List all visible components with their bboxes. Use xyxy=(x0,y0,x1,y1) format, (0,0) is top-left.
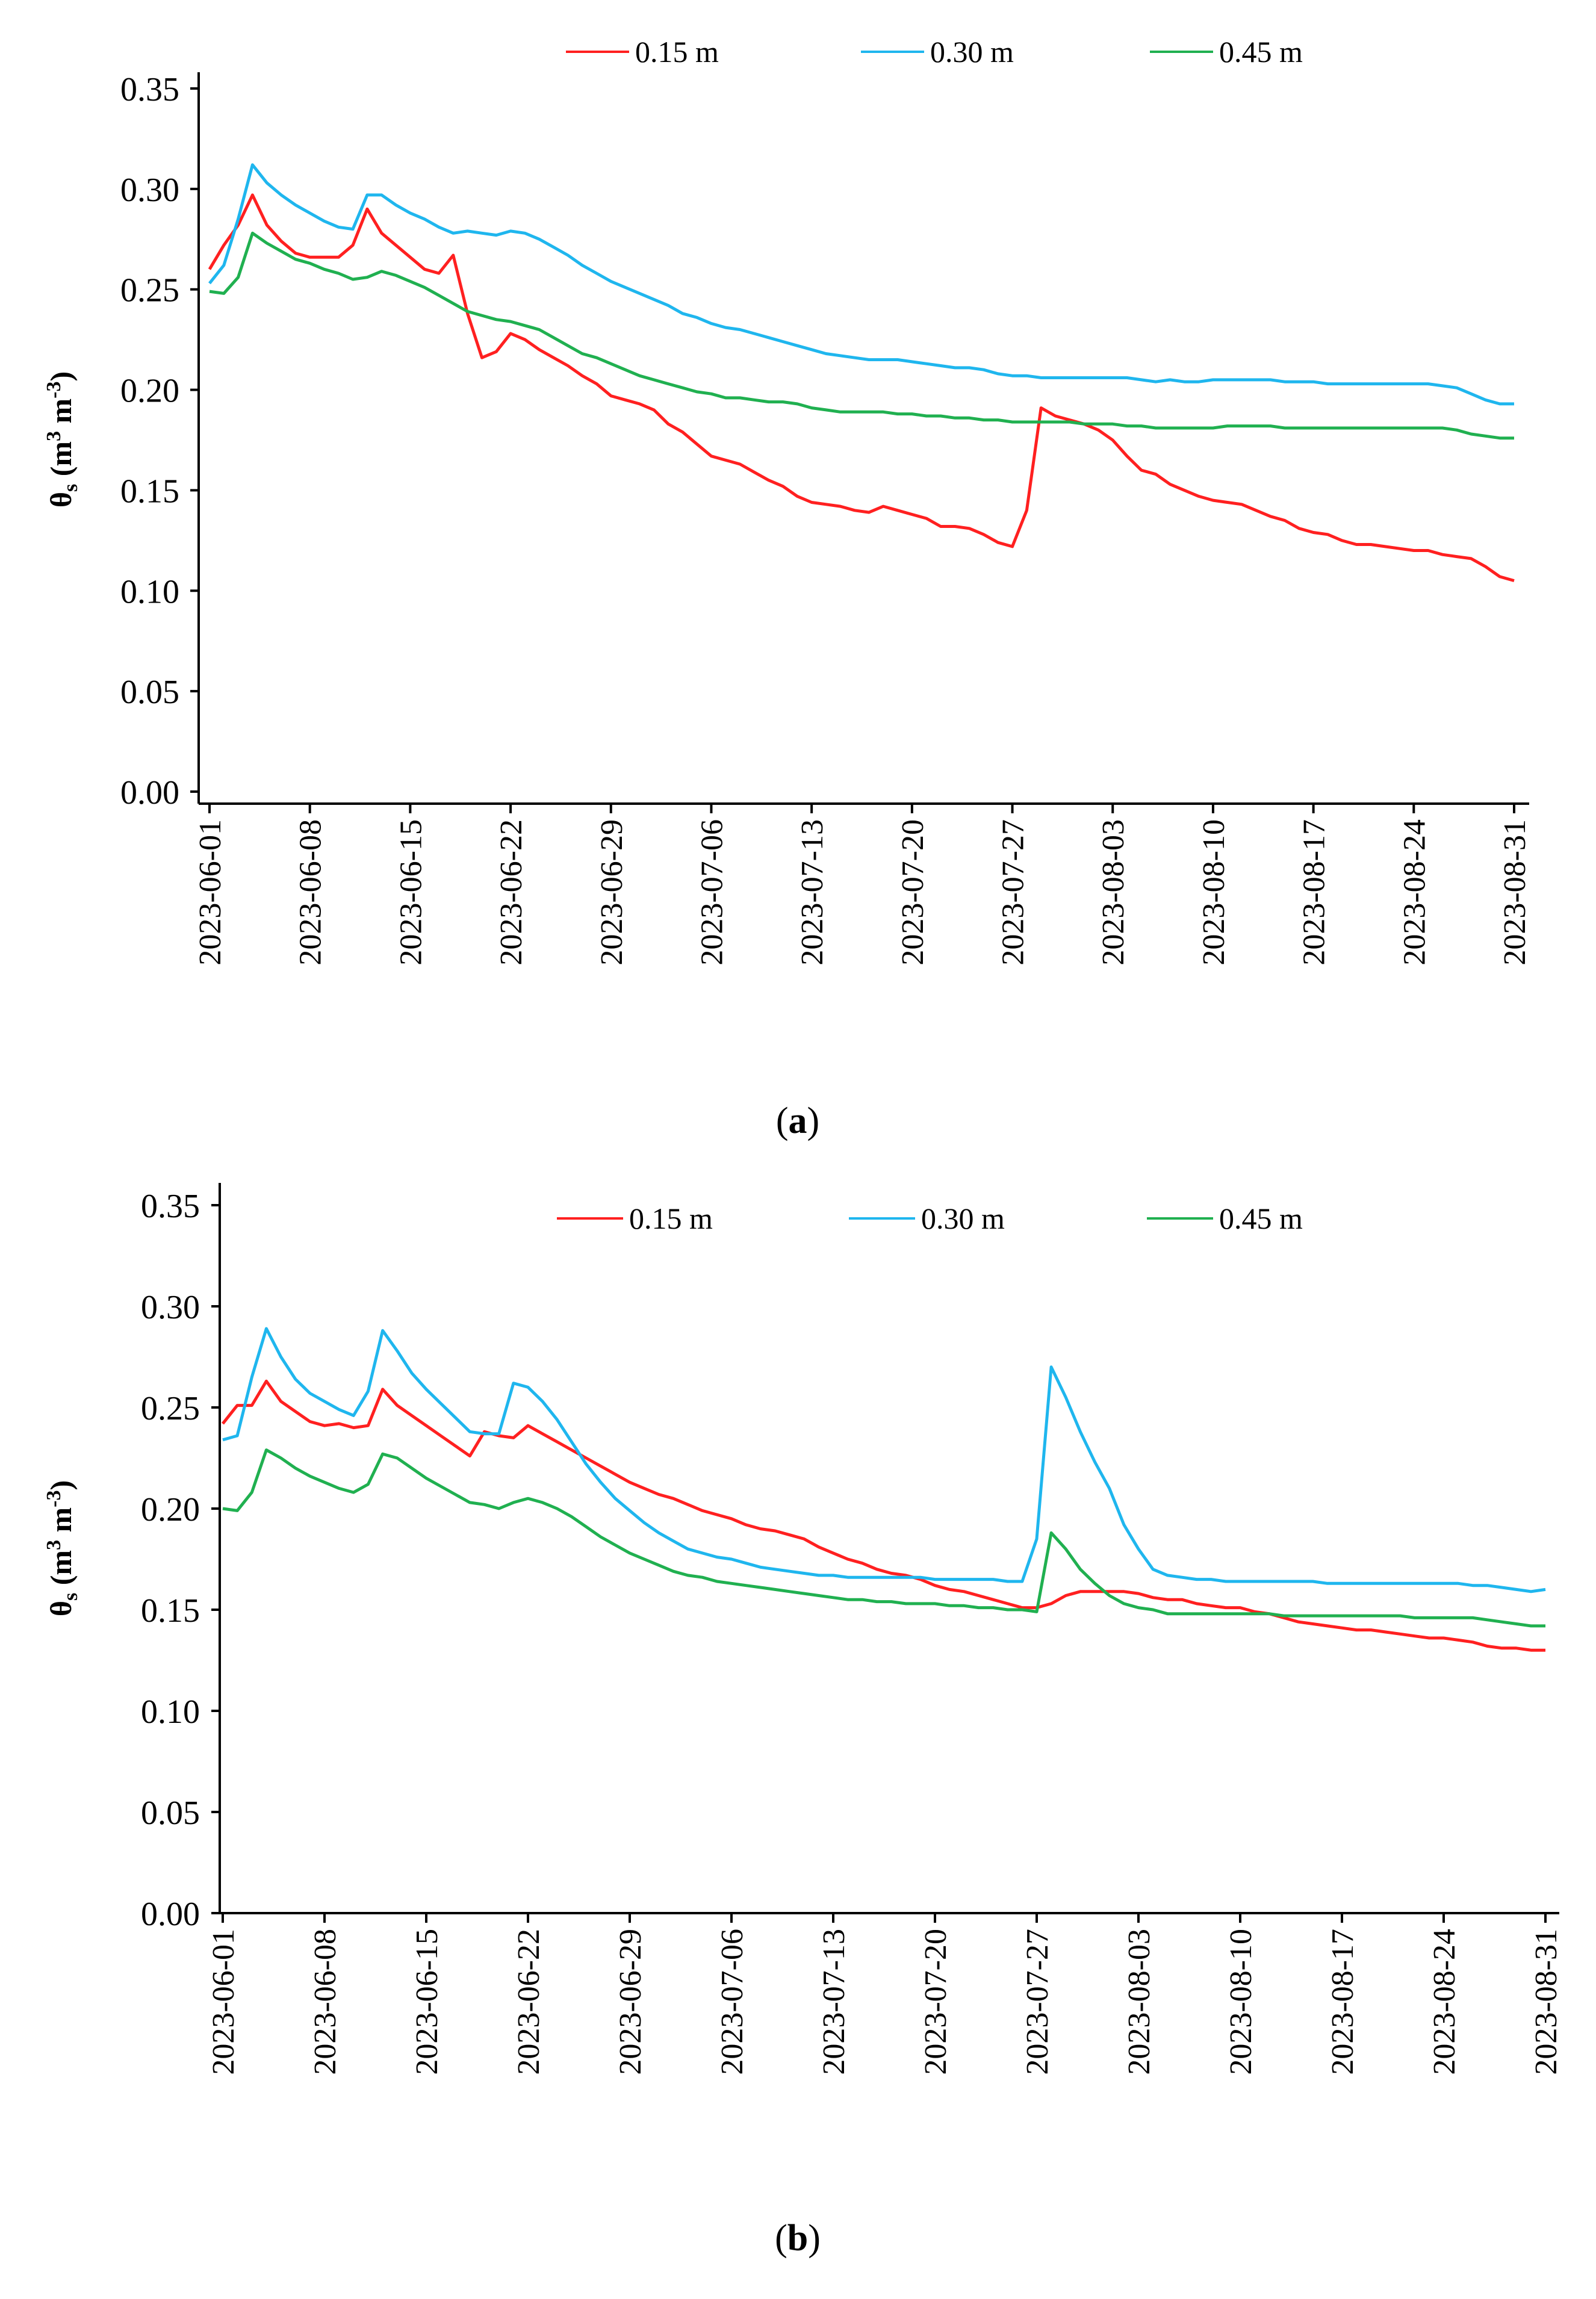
y-tick-label-b-4: 0.20 xyxy=(141,1491,200,1528)
x-tick-label-a-9: 2023-08-03 xyxy=(1096,819,1131,966)
legend-label-b-2: 0.45 m xyxy=(1219,1202,1303,1235)
x-tick-label-b-10: 2023-08-10 xyxy=(1224,1929,1258,2075)
x-tick-label-a-5: 2023-07-06 xyxy=(695,819,729,966)
x-tick-label-a-6: 2023-07-13 xyxy=(795,819,830,966)
x-tick-label-a-0: 2023-06-01 xyxy=(193,819,228,966)
series-line-a-0 xyxy=(208,193,1515,583)
x-tick-label-a-7: 2023-07-20 xyxy=(896,819,930,966)
x-tick-label-b-2: 2023-06-15 xyxy=(410,1929,444,2075)
legend-b: 0.15 m 0.30 m 0.45 m xyxy=(557,1202,1303,1235)
x-tick-label-b-0: 2023-06-01 xyxy=(206,1929,241,2075)
x-tick-label-a-10: 2023-08-10 xyxy=(1197,819,1231,966)
x-tick-label-b-4: 2023-06-29 xyxy=(613,1929,648,2075)
series-lines-a xyxy=(208,163,1515,583)
x-tick-label-b-11: 2023-08-17 xyxy=(1326,1929,1360,2075)
legend-label-a-0: 0.15 m xyxy=(635,35,719,69)
x-tick-label-b-5: 2023-07-06 xyxy=(715,1929,750,2075)
legend-label-b-1: 0.30 m xyxy=(921,1202,1005,1235)
x-tick-label-a-11: 2023-08-17 xyxy=(1297,819,1332,966)
y-axis-label-b: θs (m3 m-3) xyxy=(43,1480,82,1616)
x-tick-label-b-13: 2023-08-31 xyxy=(1529,1929,1563,2075)
x-tick-label-b-7: 2023-07-20 xyxy=(919,1929,953,2075)
y-tick-label-a-7: 0.35 xyxy=(120,71,179,108)
series-line-b-0 xyxy=(222,1379,1545,1652)
y-tick-label-b-7: 0.35 xyxy=(141,1188,200,1225)
legend-label-a-1: 0.30 m xyxy=(930,35,1014,69)
y-axis-ticks-b xyxy=(211,1204,220,1914)
x-ticks-a: 2023-06-01 2023-06-08 2023-06-15 2023-06-22… xyxy=(193,804,1532,966)
x-tick-label-a-2: 2023-06-15 xyxy=(394,819,428,966)
x-tick-label-b-9: 2023-08-03 xyxy=(1122,1929,1157,2075)
x-tick-label-a-8: 2023-07-27 xyxy=(996,819,1031,966)
y-axis-ticks-a xyxy=(190,87,199,793)
y-tick-label-a-5: 0.25 xyxy=(120,272,179,309)
caption-a: (a) xyxy=(776,1100,819,1141)
x-tick-label-b-3: 2023-06-22 xyxy=(512,1929,546,2075)
y-tick-label-b-5: 0.25 xyxy=(141,1390,200,1427)
chart-panel-b: 0.00 0.05 0.10 0.15 0.20 0.25 0.30 0.35 2023-06… xyxy=(43,1183,1563,2259)
series-line-a-1 xyxy=(208,163,1514,406)
y-tick-labels-a: 0.00 0.05 0.10 0.15 0.20 0.25 0.30 0.35 xyxy=(120,71,179,811)
x-tick-label-a-1: 2023-06-08 xyxy=(294,819,328,966)
caption-b: (b) xyxy=(775,2218,821,2259)
x-tick-label-b-1: 2023-06-08 xyxy=(308,1929,343,2075)
y-tick-label-b-1: 0.05 xyxy=(141,1795,200,1832)
chart-panel-a: 0.00 0.05 0.10 0.15 0.20 0.25 0.30 0.35 2023-06… xyxy=(43,35,1532,1141)
series-line-b-2 xyxy=(222,1448,1545,1628)
series-line-a-2 xyxy=(209,231,1514,440)
x-tick-label-a-3: 2023-06-22 xyxy=(494,819,529,966)
x-tick-label-a-13: 2023-08-31 xyxy=(1498,819,1532,966)
x-tick-label-a-4: 2023-06-29 xyxy=(595,819,629,966)
x-tick-label-b-12: 2023-08-24 xyxy=(1427,1929,1462,2075)
x-tick-label-b-6: 2023-07-13 xyxy=(817,1929,851,2075)
y-tick-label-b-0: 0.00 xyxy=(141,1896,200,1933)
y-tick-labels-b: 0.00 0.05 0.10 0.15 0.20 0.25 0.30 0.35 xyxy=(141,1188,200,1933)
y-tick-label-b-2: 0.10 xyxy=(141,1693,200,1731)
legend-a: 0.15 m 0.30 m 0.45 m xyxy=(566,35,1303,69)
y-tick-label-a-2: 0.10 xyxy=(120,573,179,610)
series-lines-b xyxy=(222,1327,1546,1652)
y-tick-label-a-0: 0.00 xyxy=(120,774,179,811)
legend-label-a-2: 0.45 m xyxy=(1219,35,1303,69)
y-tick-label-b-6: 0.30 xyxy=(141,1289,200,1326)
y-tick-label-a-1: 0.05 xyxy=(120,674,179,711)
y-tick-label-b-3: 0.15 xyxy=(141,1592,200,1630)
x-tick-label-b-8: 2023-07-27 xyxy=(1020,1929,1055,2075)
y-tick-label-a-4: 0.20 xyxy=(120,373,179,410)
y-axis-label-a: θs (m3 m-3) xyxy=(43,371,82,507)
legend-label-b-0: 0.15 m xyxy=(629,1202,713,1235)
x-tick-label-a-12: 2023-08-24 xyxy=(1397,819,1432,966)
series-line-b-1 xyxy=(222,1327,1546,1593)
y-tick-label-a-3: 0.15 xyxy=(120,473,179,510)
y-tick-label-a-6: 0.30 xyxy=(120,172,179,209)
x-ticks-b: 2023-06-01 2023-06-08 2023-06-15 2023-06-22… xyxy=(206,1913,1563,2075)
